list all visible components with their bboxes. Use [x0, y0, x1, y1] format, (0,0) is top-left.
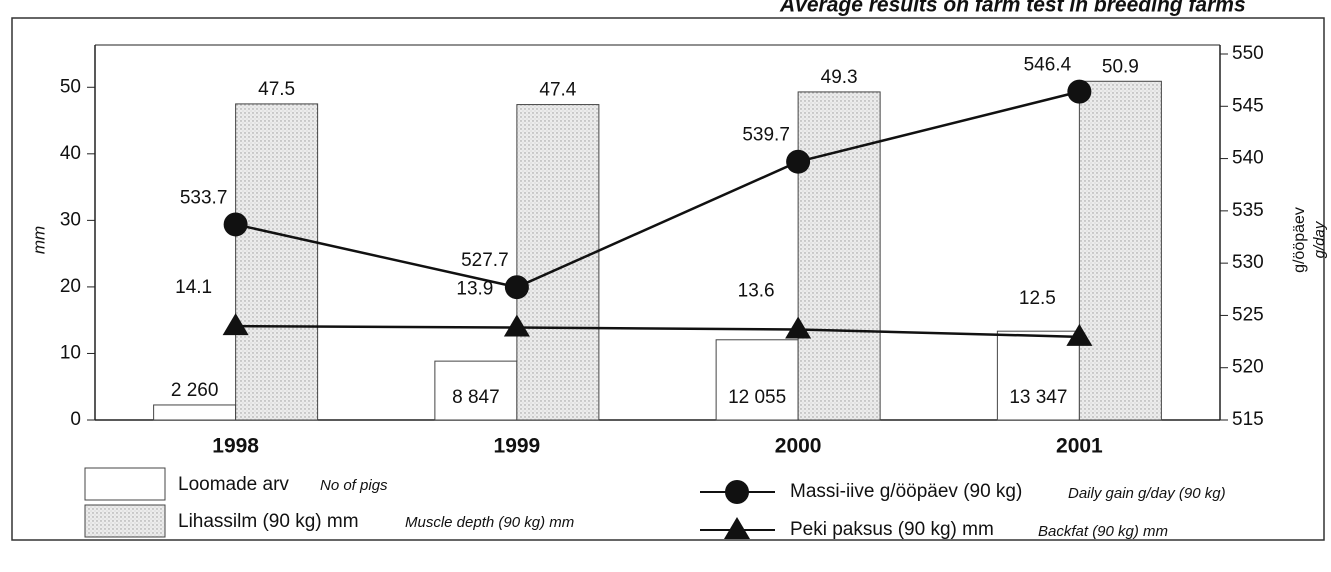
data-label: 13.6	[738, 281, 775, 302]
data-label: 47.5	[258, 79, 295, 100]
x-tick-label: 1999	[494, 435, 541, 458]
y2-tick-label: 540	[1232, 148, 1264, 169]
y2-tick-label: 515	[1232, 409, 1264, 430]
bar	[153, 404, 237, 421]
legend-label-en: No of pigs	[320, 477, 388, 494]
data-label: 14.1	[175, 277, 212, 298]
y-tick-label: 0	[70, 409, 81, 430]
line	[235, 90, 1080, 289]
y2-tick-label: 550	[1232, 43, 1264, 64]
data-label: 50.9	[1102, 56, 1139, 77]
y-tick-label: 30	[60, 209, 81, 230]
data-label: 13.9	[456, 279, 493, 300]
marker	[1066, 323, 1093, 346]
bar	[516, 104, 600, 421]
data-label: 539.7	[742, 125, 790, 146]
legend-marker	[724, 517, 750, 539]
legend-label-en: Backfat (90 kg) mm	[1038, 523, 1168, 540]
bar	[235, 103, 319, 421]
data-label: 12 055	[728, 387, 786, 408]
legend-label-en: Muscle depth (90 kg) mm	[405, 514, 574, 531]
y2-tick-label: 525	[1232, 304, 1264, 325]
data-label: 12.5	[1019, 288, 1056, 309]
y2-axis-label: g/ööpäev	[1291, 207, 1308, 273]
x-tick-label: 2000	[775, 435, 822, 458]
legend-label: Massi-iive g/ööpäev (90 kg)	[790, 481, 1022, 502]
legend-label: Lihassilm (90 kg) mm	[178, 511, 359, 532]
legend-swatch	[84, 467, 166, 501]
legend-label-en: Daily gain g/day (90 kg)	[1068, 485, 1226, 502]
legend-label: Loomade arv	[178, 474, 289, 495]
legend-swatch	[84, 504, 166, 538]
y2-tick-label: 545	[1232, 95, 1264, 116]
data-label: 533.7	[180, 187, 228, 208]
y2-axis-label-en: g/day	[1311, 220, 1328, 258]
data-label: 13 347	[1009, 387, 1067, 408]
marker	[223, 212, 248, 237]
y2-tick-label: 535	[1232, 200, 1264, 221]
bar	[1078, 80, 1162, 421]
data-label: 49.3	[821, 67, 858, 88]
x-tick-label: 2001	[1056, 435, 1103, 458]
x-tick-label: 1998	[212, 435, 259, 458]
legend-label: Peki paksus (90 kg) mm	[790, 519, 994, 540]
y-tick-label: 20	[60, 276, 81, 297]
data-label: 47.4	[539, 80, 576, 101]
bar	[715, 339, 799, 421]
y2-tick-label: 520	[1232, 357, 1264, 378]
marker	[1067, 79, 1092, 104]
bar	[996, 330, 1080, 421]
y-tick-label: 10	[60, 342, 81, 363]
marker	[504, 275, 529, 300]
marker	[503, 314, 530, 337]
data-label: 527.7	[461, 250, 509, 271]
bar	[797, 91, 881, 421]
y-tick-label: 40	[60, 143, 81, 164]
y2-tick-label: 530	[1232, 252, 1264, 273]
legend-marker	[725, 480, 749, 504]
chart-title: Average results on farm test in breeding…	[779, 0, 1246, 17]
y-tick-label: 50	[60, 76, 81, 97]
marker	[785, 316, 812, 339]
data-label: 546.4	[1024, 55, 1072, 76]
y-axis-label: mm	[29, 226, 48, 254]
line	[235, 324, 1080, 339]
marker	[786, 149, 811, 174]
marker	[222, 313, 249, 336]
frame	[11, 17, 1325, 541]
data-label: 2 260	[171, 380, 219, 401]
data-label: 8 847	[452, 387, 500, 408]
